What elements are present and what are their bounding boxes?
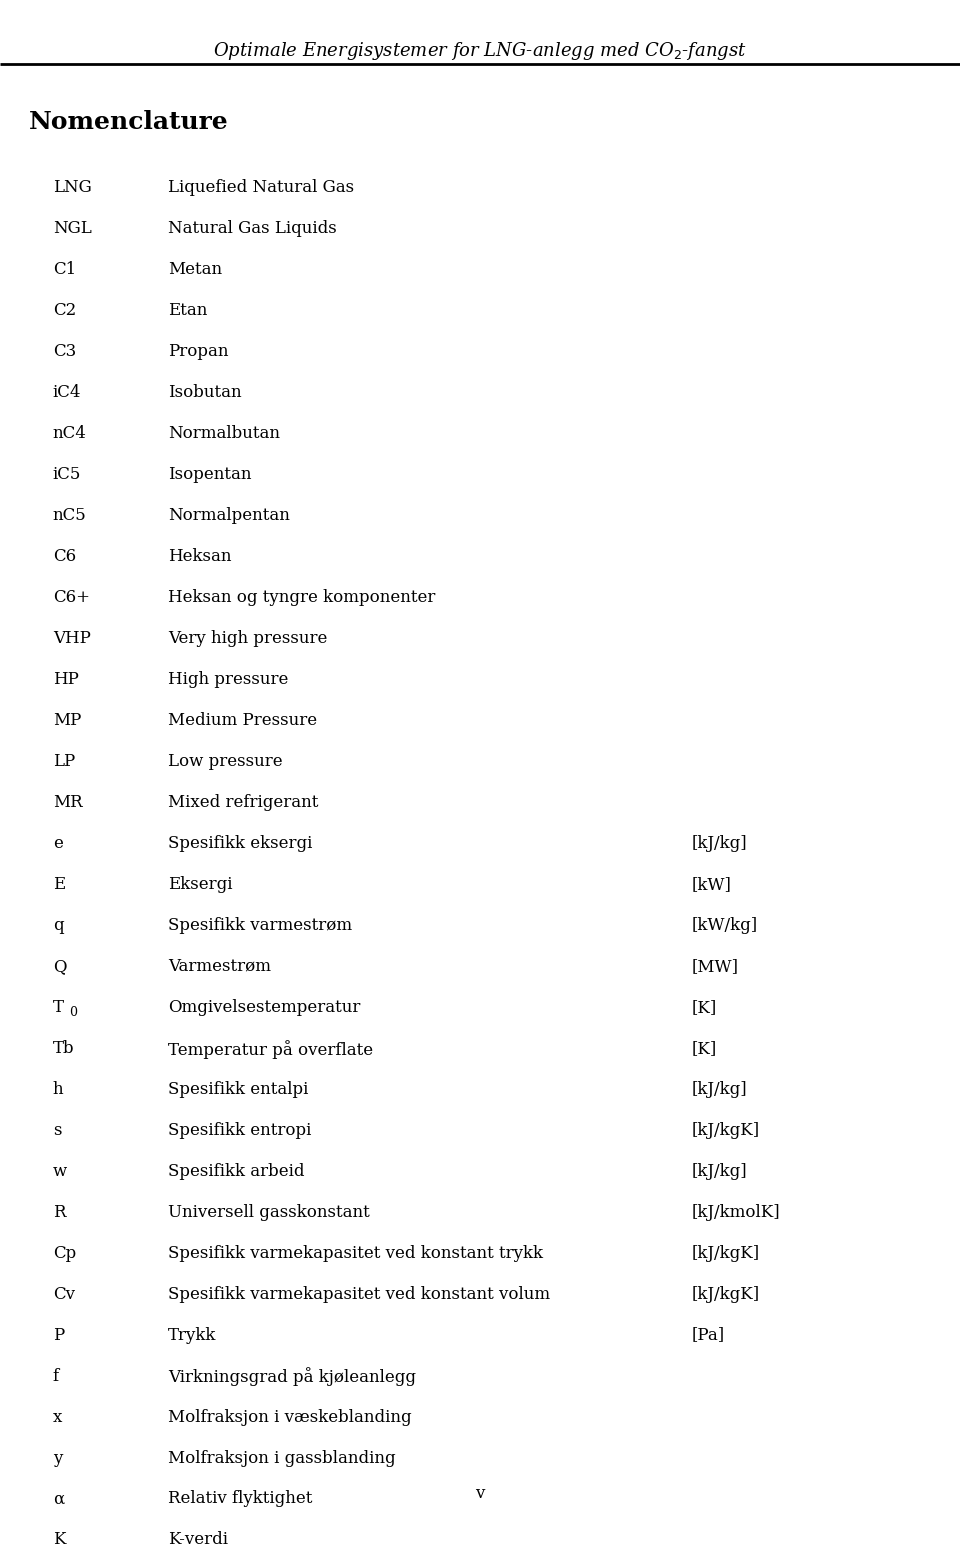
Text: Isopentan: Isopentan (168, 466, 252, 483)
Text: v: v (475, 1485, 485, 1502)
Text: C2: C2 (53, 302, 76, 319)
Text: P: P (53, 1327, 64, 1344)
Text: Spesifikk entalpi: Spesifikk entalpi (168, 1081, 308, 1098)
Text: f: f (53, 1367, 59, 1384)
Text: nC4: nC4 (53, 424, 86, 441)
Text: Tb: Tb (53, 1040, 75, 1057)
Text: Cp: Cp (53, 1245, 76, 1262)
Text: Omgivelsestemperatur: Omgivelsestemperatur (168, 998, 360, 1015)
Text: Eksergi: Eksergi (168, 876, 232, 893)
Text: Spesifikk varmekapasitet ved konstant trykk: Spesifikk varmekapasitet ved konstant tr… (168, 1245, 543, 1262)
Text: [K]: [K] (691, 998, 716, 1015)
Text: Spesifikk arbeid: Spesifikk arbeid (168, 1163, 304, 1180)
Text: Varmestrøm: Varmestrøm (168, 958, 271, 975)
Text: iC4: iC4 (53, 384, 82, 401)
Text: x: x (53, 1409, 62, 1426)
Text: Natural Gas Liquids: Natural Gas Liquids (168, 220, 337, 237)
Text: y: y (53, 1449, 62, 1466)
Text: [kW]: [kW] (691, 876, 732, 893)
Text: Universell gasskonstant: Universell gasskonstant (168, 1204, 370, 1220)
Text: Cv: Cv (53, 1285, 75, 1302)
Text: K-verdi: K-verdi (168, 1531, 228, 1548)
Text: Isobutan: Isobutan (168, 384, 242, 401)
Text: iC5: iC5 (53, 466, 82, 483)
Text: Spesifikk eksergi: Spesifikk eksergi (168, 834, 312, 851)
Text: [kJ/kgK]: [kJ/kgK] (691, 1285, 759, 1302)
Text: Medium Pressure: Medium Pressure (168, 712, 317, 729)
Text: Spesifikk entropi: Spesifikk entropi (168, 1122, 311, 1139)
Text: [kJ/kgK]: [kJ/kgK] (691, 1245, 759, 1262)
Text: h: h (53, 1081, 63, 1098)
Text: Metan: Metan (168, 262, 222, 279)
Text: Propan: Propan (168, 342, 228, 359)
Text: R: R (53, 1204, 65, 1220)
Text: [kJ/kg]: [kJ/kg] (691, 1081, 747, 1098)
Text: T: T (53, 998, 63, 1015)
Text: e: e (53, 834, 62, 851)
Text: Nomenclature: Nomenclature (29, 110, 228, 135)
Text: LP: LP (53, 752, 75, 769)
Text: HP: HP (53, 670, 79, 687)
Text: s: s (53, 1122, 61, 1139)
Text: Spesifikk varmestrøm: Spesifikk varmestrøm (168, 916, 352, 933)
Text: Temperatur på overflate: Temperatur på overflate (168, 1040, 373, 1059)
Text: Virkningsgrad på kjøleanlegg: Virkningsgrad på kjøleanlegg (168, 1367, 416, 1387)
Text: [kJ/kg]: [kJ/kg] (691, 834, 747, 851)
Text: [K]: [K] (691, 1040, 716, 1057)
Text: Mixed refrigerant: Mixed refrigerant (168, 794, 319, 811)
Text: MR: MR (53, 794, 83, 811)
Text: Optimale Energisystemer for LNG-anlegg med CO$_2$-fangst: Optimale Energisystemer for LNG-anlegg m… (213, 40, 747, 62)
Text: Trykk: Trykk (168, 1327, 216, 1344)
Text: [kJ/kgK]: [kJ/kgK] (691, 1122, 759, 1139)
Text: q: q (53, 916, 63, 933)
Text: Q: Q (53, 958, 66, 975)
Text: Heksan: Heksan (168, 548, 231, 565)
Text: Molfraksjon i gassblanding: Molfraksjon i gassblanding (168, 1449, 396, 1466)
Text: Very high pressure: Very high pressure (168, 630, 327, 647)
Text: Spesifikk varmekapasitet ved konstant volum: Spesifikk varmekapasitet ved konstant vo… (168, 1285, 550, 1302)
Text: Etan: Etan (168, 302, 207, 319)
Text: K: K (53, 1531, 65, 1548)
Text: [kJ/kg]: [kJ/kg] (691, 1163, 747, 1180)
Text: [kJ/kmolK]: [kJ/kmolK] (691, 1204, 780, 1220)
Text: Relativ flyktighet: Relativ flyktighet (168, 1491, 312, 1508)
Text: Low pressure: Low pressure (168, 752, 282, 769)
Text: Molfraksjon i væskeblanding: Molfraksjon i væskeblanding (168, 1409, 412, 1426)
Text: w: w (53, 1163, 67, 1180)
Text: LNG: LNG (53, 180, 91, 197)
Text: [MW]: [MW] (691, 958, 738, 975)
Text: Normalpentan: Normalpentan (168, 506, 290, 523)
Text: VHP: VHP (53, 630, 90, 647)
Text: High pressure: High pressure (168, 670, 288, 687)
Text: C3: C3 (53, 342, 76, 359)
Text: Liquefied Natural Gas: Liquefied Natural Gas (168, 180, 354, 197)
Text: C6: C6 (53, 548, 76, 565)
Text: Heksan og tyngre komponenter: Heksan og tyngre komponenter (168, 588, 436, 605)
Text: NGL: NGL (53, 220, 91, 237)
Text: Normalbutan: Normalbutan (168, 424, 280, 441)
Text: C1: C1 (53, 262, 76, 279)
Text: [Pa]: [Pa] (691, 1327, 725, 1344)
Text: C6+: C6+ (53, 588, 90, 605)
Text: nC5: nC5 (53, 506, 86, 523)
Text: E: E (53, 876, 65, 893)
Text: 0: 0 (69, 1006, 77, 1019)
Text: α: α (53, 1491, 64, 1508)
Text: [kW/kg]: [kW/kg] (691, 916, 757, 933)
Text: MP: MP (53, 712, 82, 729)
